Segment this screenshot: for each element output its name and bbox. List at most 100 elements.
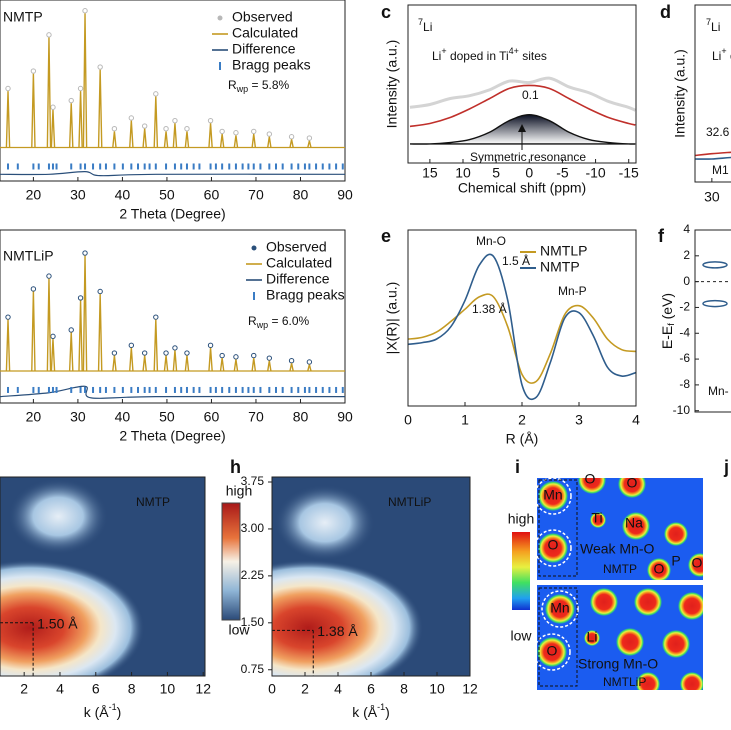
observed-point bbox=[50, 333, 56, 340]
text-part: doped in Ti bbox=[447, 49, 509, 63]
peak bbox=[46, 37, 52, 148]
observed-point bbox=[82, 250, 88, 256]
spectrum-line bbox=[409, 84, 636, 128]
bond-label: Strong Mn-O bbox=[578, 656, 658, 672]
observed-point bbox=[46, 32, 52, 38]
x-tick-label: 2 bbox=[20, 681, 28, 697]
x-axis-title: R (Å) bbox=[506, 431, 539, 447]
x-tick-label: 4 bbox=[334, 681, 342, 697]
sample-label: NMTP bbox=[603, 562, 637, 576]
highlight-ring bbox=[537, 633, 571, 671]
peak bbox=[68, 332, 74, 371]
panel-letter: e bbox=[381, 226, 391, 246]
peak bbox=[82, 13, 88, 148]
y-tick-label: 0 bbox=[683, 274, 690, 288]
peak bbox=[112, 355, 117, 372]
annotation: Mn-P bbox=[558, 284, 587, 298]
annotation: 1.38 Å bbox=[472, 301, 507, 316]
sample-label: NMTLiP bbox=[388, 495, 431, 509]
panel-letter: j bbox=[723, 457, 729, 477]
x-tick-label: 8 bbox=[128, 681, 136, 697]
observed-point bbox=[68, 327, 74, 333]
x-tick-label: 90 bbox=[337, 187, 353, 203]
legend-label: Bragg peaks bbox=[232, 57, 311, 73]
annotation: 7Li bbox=[706, 17, 720, 34]
highlight-ring bbox=[537, 529, 572, 567]
observed-point bbox=[5, 85, 11, 92]
atom bbox=[634, 588, 662, 616]
x-tick-label: 0 bbox=[525, 165, 533, 181]
rwp-label: Rwp = 5.8% bbox=[228, 78, 290, 94]
text-part: wp bbox=[236, 84, 249, 94]
heatmap bbox=[272, 477, 470, 676]
text-part: R bbox=[228, 78, 237, 92]
observed-point bbox=[306, 135, 313, 141]
x-tick-label: 30 bbox=[70, 187, 86, 203]
text-part: (eV) bbox=[659, 293, 675, 323]
colorbar bbox=[512, 532, 530, 610]
atom-label: Mn bbox=[543, 487, 562, 503]
observed-point bbox=[251, 128, 257, 135]
legend-label: Observed bbox=[266, 239, 327, 255]
observed-point bbox=[97, 288, 103, 295]
x-tick-label: 20 bbox=[26, 187, 42, 203]
x-tick-label: 10 bbox=[455, 165, 471, 181]
y-tick-label: -4 bbox=[679, 325, 690, 339]
peak bbox=[97, 69, 103, 148]
legend-label: NMTP bbox=[540, 259, 580, 275]
observed-point bbox=[207, 342, 214, 349]
y-axis-title: Intensity (a.u.) bbox=[384, 40, 400, 129]
atom bbox=[538, 533, 568, 563]
panel-letter: c bbox=[381, 2, 391, 22]
observed-point bbox=[184, 350, 190, 356]
x-tick-label: 60 bbox=[204, 187, 220, 203]
observed-point bbox=[233, 130, 239, 136]
atom-label: O bbox=[547, 643, 558, 659]
observed-point bbox=[5, 314, 11, 320]
atom-label: O bbox=[585, 471, 596, 487]
legend-label: Observed bbox=[232, 9, 293, 25]
observed-point bbox=[219, 128, 225, 135]
atom bbox=[664, 522, 688, 546]
observed-point bbox=[30, 286, 37, 292]
peak bbox=[5, 91, 11, 148]
spectrum-line bbox=[409, 76, 636, 112]
y-tick-label: 2.25 bbox=[241, 568, 265, 582]
observed-point bbox=[163, 350, 169, 356]
observed-point bbox=[153, 314, 159, 320]
plot-frame bbox=[694, 229, 731, 413]
y-axis-title: |X(R)| (a.u.) bbox=[384, 282, 400, 355]
atom bbox=[636, 672, 660, 690]
x-tick-label: 3 bbox=[575, 412, 583, 428]
y-tick-label: 3.75 bbox=[241, 474, 265, 488]
legend-label: Bragg peaks bbox=[266, 287, 345, 303]
peak bbox=[233, 359, 239, 372]
text-part: = 5.8% bbox=[248, 78, 289, 92]
spectrum-line bbox=[407, 293, 637, 384]
colorbar-label: high bbox=[226, 483, 252, 499]
colorbar bbox=[221, 502, 241, 621]
colorbar-label: low bbox=[510, 628, 532, 644]
annotation: Mn-O bbox=[476, 234, 506, 248]
observed-point bbox=[50, 104, 56, 110]
peak bbox=[153, 96, 159, 148]
atom-label: Ti bbox=[591, 510, 602, 526]
x-axis-title: 2 Theta (Degree) bbox=[119, 428, 225, 444]
observed-point bbox=[207, 117, 214, 124]
text-part: -1 bbox=[377, 702, 385, 712]
peak bbox=[46, 278, 52, 371]
text-part: ) bbox=[117, 704, 122, 720]
peak bbox=[233, 135, 239, 148]
x-axis-title: k (Å-1) bbox=[352, 702, 390, 719]
text-part: = 6.0% bbox=[268, 314, 309, 328]
text-part: + bbox=[721, 46, 726, 56]
peak bbox=[129, 120, 134, 148]
text-part: 7 bbox=[418, 17, 423, 27]
observed-point bbox=[30, 68, 37, 74]
atom-label: O bbox=[654, 561, 665, 577]
peak-label: 1.50 Å bbox=[37, 616, 78, 632]
atom bbox=[584, 630, 600, 646]
density-map bbox=[537, 585, 703, 690]
peak bbox=[219, 358, 225, 372]
